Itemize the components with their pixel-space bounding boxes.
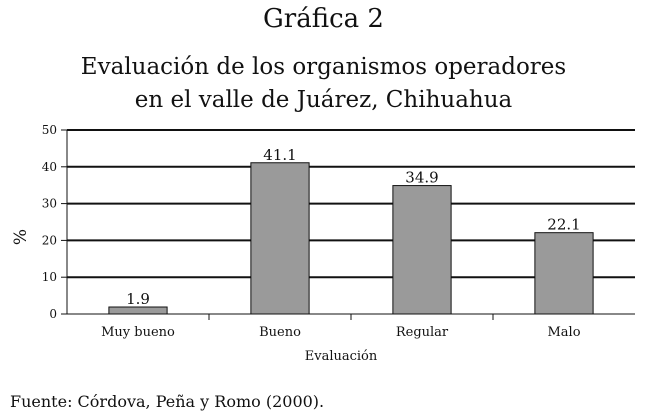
- bar-chart: 0 10 20 30 40 50 Muy bueno Bueno Regular Malo 1.9…: [11, 123, 635, 364]
- y-tick-label: 20: [42, 233, 57, 247]
- y-tick-label: 0: [49, 307, 57, 321]
- x-axis-label: Evaluación: [305, 349, 378, 364]
- y-axis-label: %: [11, 229, 31, 245]
- bar-regular: [392, 185, 452, 315]
- bars: [108, 162, 594, 315]
- chart-title: Evaluación de los organismos operadores: [80, 54, 567, 80]
- y-tick-label: 50: [42, 123, 57, 137]
- data-label: 34.9: [405, 169, 438, 187]
- x-tick-label: Muy bueno: [101, 325, 175, 340]
- data-label: 22.1: [547, 216, 580, 234]
- bar-muy-bueno: [108, 306, 168, 315]
- source-note: Fuente: Córdova, Peña y Romo (2000).: [10, 392, 325, 411]
- x-tick-label: Bueno: [259, 325, 301, 340]
- bar-malo: [534, 232, 594, 315]
- y-tick-label: 40: [42, 160, 57, 174]
- x-tick-label: Malo: [547, 325, 580, 340]
- data-label: 41.1: [263, 146, 296, 164]
- data-label: 1.9: [126, 290, 150, 308]
- tick-labels: 0 10 20 30 40 50 Muy bueno Bueno Regular Malo: [42, 123, 581, 340]
- y-tick-label: 10: [42, 270, 57, 284]
- chart-subtitle: en el valle de Juárez, Chihuahua: [134, 87, 513, 113]
- bar-bueno: [250, 162, 310, 315]
- data-labels: 1.9 41.1 34.9 22.1: [126, 146, 581, 308]
- figure-label: Gráfica 2: [263, 4, 384, 34]
- y-tick-label: 30: [42, 197, 57, 211]
- x-tick-label: Regular: [396, 325, 449, 340]
